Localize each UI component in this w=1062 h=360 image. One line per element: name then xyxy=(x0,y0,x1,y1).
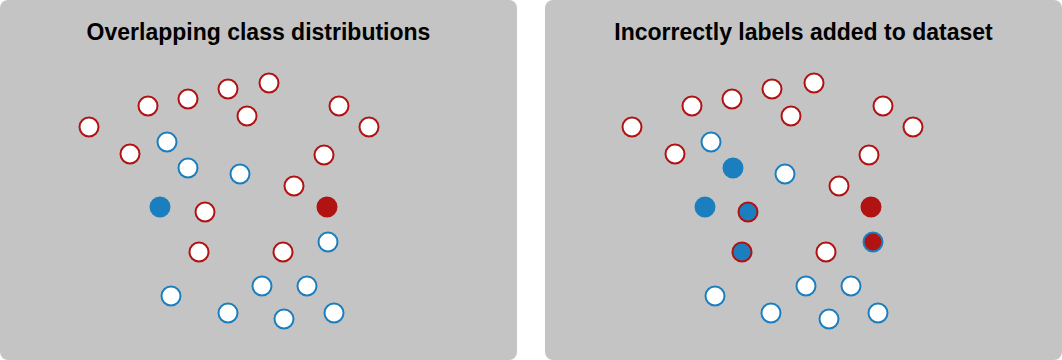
point xyxy=(874,97,893,116)
figure: Overlapping class distributions Incorrect… xyxy=(0,0,1062,360)
point xyxy=(763,80,782,99)
panel-background xyxy=(545,0,1062,360)
point xyxy=(325,304,344,323)
point xyxy=(253,277,272,296)
point xyxy=(360,118,379,137)
point xyxy=(318,198,337,217)
point xyxy=(179,90,198,109)
point xyxy=(817,243,836,262)
panel: Incorrectly labels added to dataset xyxy=(545,0,1062,360)
point xyxy=(666,145,685,164)
point xyxy=(820,310,839,329)
point xyxy=(702,133,721,152)
point xyxy=(739,203,758,222)
point xyxy=(80,118,99,137)
point xyxy=(315,146,334,165)
point xyxy=(151,198,170,217)
point xyxy=(776,165,795,184)
point xyxy=(196,203,215,222)
panel: Overlapping class distributions xyxy=(0,0,517,360)
point xyxy=(285,177,304,196)
point xyxy=(330,97,349,116)
panel-background xyxy=(0,0,517,360)
point xyxy=(158,133,177,152)
point xyxy=(805,74,824,93)
point xyxy=(797,277,816,296)
point xyxy=(298,277,317,296)
point xyxy=(121,145,140,164)
point xyxy=(219,80,238,99)
point xyxy=(162,287,181,306)
point xyxy=(830,177,849,196)
point xyxy=(860,146,879,165)
root: Overlapping class distributions Incorrect… xyxy=(0,0,1062,360)
point xyxy=(231,165,250,184)
point xyxy=(762,304,781,323)
point xyxy=(696,198,715,217)
point xyxy=(869,304,888,323)
point xyxy=(274,243,293,262)
title: Incorrectly labels added to dataset xyxy=(614,19,993,45)
point xyxy=(724,159,743,178)
point xyxy=(238,107,257,126)
point xyxy=(319,233,338,252)
point xyxy=(260,74,279,93)
point xyxy=(623,118,642,137)
point xyxy=(706,287,725,306)
point xyxy=(723,90,742,109)
title: Overlapping class distributions xyxy=(87,19,431,45)
points xyxy=(623,74,923,329)
point xyxy=(864,233,883,252)
point xyxy=(733,243,752,262)
point xyxy=(219,304,238,323)
point xyxy=(842,277,861,296)
point xyxy=(904,118,923,137)
point xyxy=(275,310,294,329)
point xyxy=(683,97,702,116)
point xyxy=(179,159,198,178)
point xyxy=(862,198,881,217)
point xyxy=(782,107,801,126)
points xyxy=(80,74,379,329)
point xyxy=(190,243,209,262)
point xyxy=(139,97,158,116)
